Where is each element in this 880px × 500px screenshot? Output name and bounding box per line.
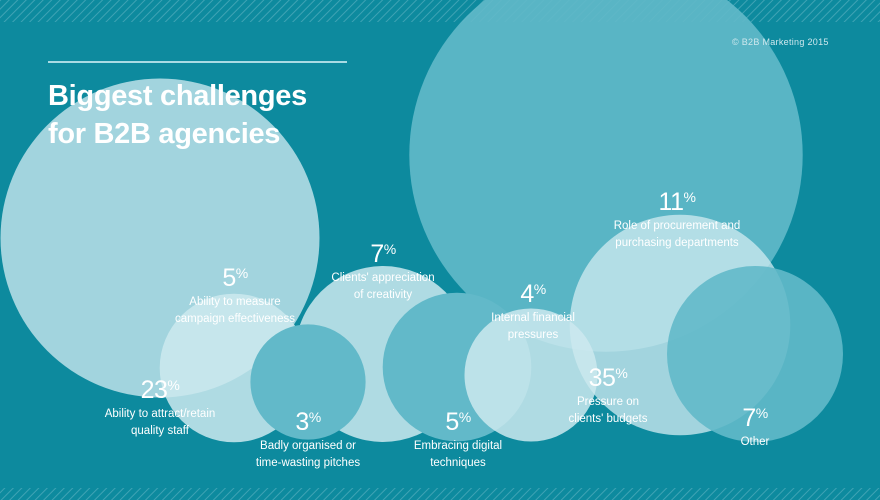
value-number: 5: [445, 408, 459, 436]
label-line: Internal financial: [491, 312, 575, 324]
value-number: 3: [295, 408, 309, 436]
label-line: time-wasting pitches: [255, 457, 361, 469]
value-number: 35: [588, 364, 616, 392]
label-measure-effectiveness: 5% Ability to measure campaign effectiven…: [150, 264, 320, 328]
percent-sign: %: [308, 409, 321, 425]
percent-sign: %: [533, 281, 546, 297]
title-divider: [48, 61, 347, 63]
percent-sign: %: [683, 189, 696, 205]
copyright-text: © B2B Marketing 2015: [732, 37, 829, 47]
label-text: Clients' appreciation of creativity: [308, 270, 458, 304]
label-line: of creativity: [353, 289, 413, 301]
label-procurement: 11% Role of procurement and purchasing de…: [592, 188, 762, 252]
percent-value: 4%: [463, 280, 603, 308]
percent-sign: %: [615, 365, 628, 381]
label-text: Internal financial pressures: [463, 310, 603, 344]
label-line: Badly organised or: [260, 440, 356, 452]
label-line: Clients' appreciation: [331, 272, 435, 284]
percent-value: 35%: [538, 364, 678, 392]
percent-sign: %: [235, 265, 248, 281]
label-text: Other: [715, 434, 795, 451]
value-number: 7: [742, 404, 756, 432]
label-text: Ability to attract/retain quality staff: [70, 406, 250, 440]
percent-sign: %: [458, 409, 471, 425]
percent-value: 23%: [70, 376, 250, 404]
label-line: clients' budgets: [568, 413, 648, 425]
bubble-internal-financial: [464, 308, 598, 442]
percent-value: 7%: [308, 240, 458, 268]
percent-value: 5%: [150, 264, 320, 292]
label-line: Ability to measure: [189, 296, 281, 308]
label-appreciation-creativity: 7% Clients' appreciation of creativity: [308, 240, 458, 304]
label-attract-retain-staff: 23% Ability to attract/retain quality sta…: [70, 376, 250, 440]
label-line: Role of procurement and: [613, 220, 741, 232]
bubble-other: [667, 266, 843, 442]
percent-value: 7%: [715, 404, 795, 432]
label-line: purchasing departments: [615, 237, 739, 249]
title-line-2: for B2B agencies: [48, 118, 281, 150]
label-line: Ability to attract/retain: [104, 408, 216, 420]
percent-sign: %: [755, 405, 768, 421]
label-text: Pressure on clients' budgets: [538, 394, 678, 428]
label-badly-organised-pitches: 3% Badly organised or time-wasting pitche…: [228, 408, 388, 472]
bubble-badly-organised-pitches: [250, 324, 366, 440]
label-line: Embracing digital: [413, 440, 503, 452]
label-text: Embracing digital techniques: [388, 438, 528, 472]
percent-value: 11%: [592, 188, 762, 216]
label-line: campaign effectiveness: [175, 313, 295, 325]
value-number: 4: [520, 280, 534, 308]
label-line: techniques: [430, 457, 486, 469]
label-text: Role of procurement and purchasing depart…: [592, 218, 762, 252]
label-line: Pressure on: [576, 396, 639, 408]
value-number: 11: [658, 188, 684, 216]
percent-value: 3%: [228, 408, 388, 436]
value-number: 5: [222, 264, 236, 292]
value-number: 7: [370, 240, 384, 268]
label-embracing-digital: 5% Embracing digital techniques: [388, 408, 528, 472]
label-line: quality staff: [131, 425, 189, 437]
label-internal-financial: 4% Internal financial pressures: [463, 280, 603, 344]
value-number: 23: [140, 376, 168, 404]
chart-title: Biggest challenges for B2B agencies: [48, 77, 378, 153]
label-clients-budgets: 35% Pressure on clients' budgets: [538, 364, 678, 428]
percent-sign: %: [383, 241, 396, 257]
label-line: pressures: [507, 329, 559, 341]
percent-value: 5%: [388, 408, 528, 436]
label-line: Other: [740, 436, 770, 448]
label-text: Badly organised or time-wasting pitches: [228, 438, 388, 472]
title-line-1: Biggest challenges: [48, 80, 307, 112]
label-text: Ability to measure campaign effectiveness: [150, 294, 320, 328]
percent-sign: %: [167, 377, 180, 393]
label-other: 7% Other: [715, 404, 795, 451]
